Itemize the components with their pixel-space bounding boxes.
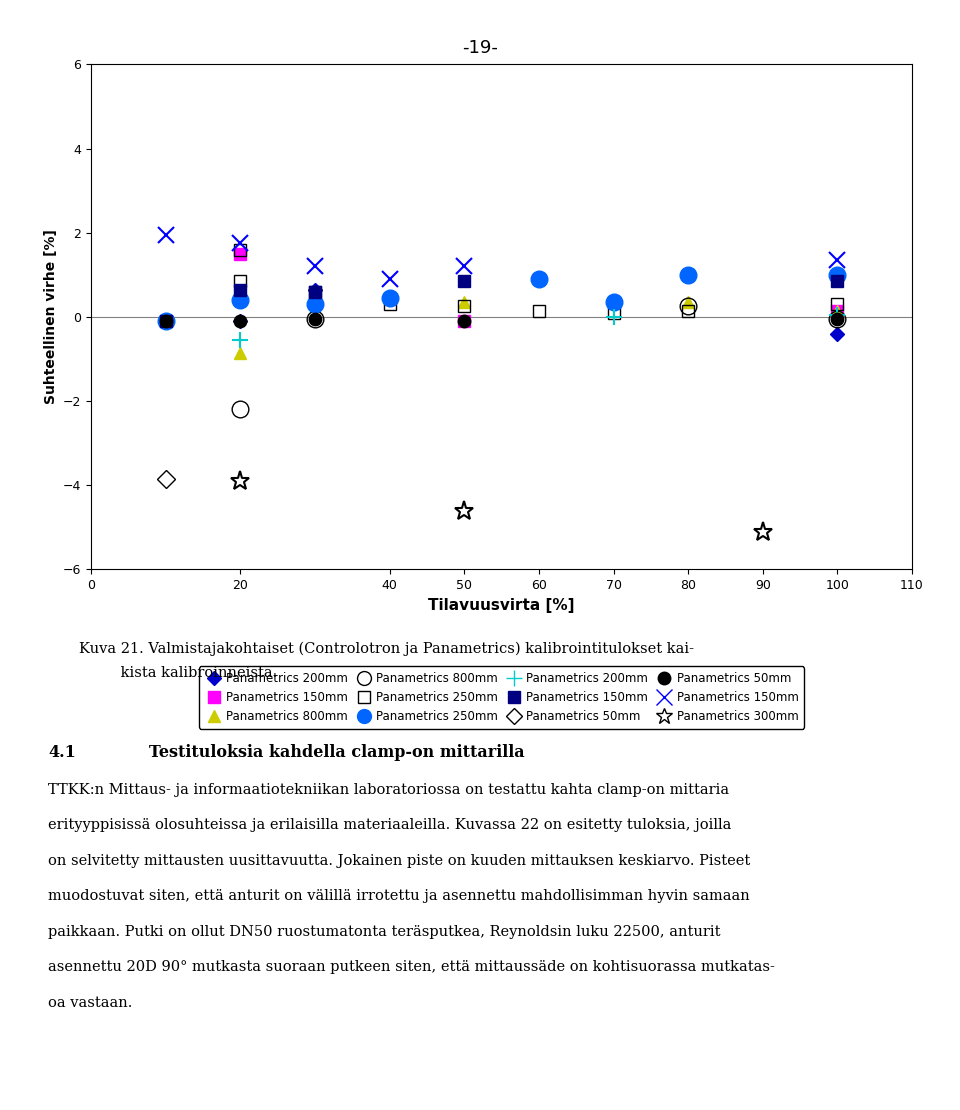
Text: asennettu 20D 90° mutkasta suoraan putkeen siten, että mittaussäde on kohtisuora: asennettu 20D 90° mutkasta suoraan putke…: [48, 960, 775, 975]
Text: on selvitetty mittausten uusittavuutta. Jokainen piste on kuuden mittauksen kesk: on selvitetty mittausten uusittavuutta. …: [48, 854, 751, 868]
Text: muodostuvat siten, että anturit on välillä irrotettu ja asennettu mahdollisimman: muodostuvat siten, että anturit on välil…: [48, 889, 750, 904]
X-axis label: Tilavuusvirta [%]: Tilavuusvirta [%]: [428, 597, 575, 613]
Text: paikkaan. Putki on ollut DN50 ruostumatonta teräsputkea, Reynoldsin luku 22500, : paikkaan. Putki on ollut DN50 ruostumato…: [48, 925, 721, 939]
Text: oa vastaan.: oa vastaan.: [48, 996, 132, 1010]
Text: Testituloksia kahdella clamp-on mittarilla: Testituloksia kahdella clamp-on mittaril…: [149, 744, 524, 760]
Legend: Panametrics 200mm, Panametrics 150mm, Panametrics 800mm, Panametrics 800mm, Pana: Panametrics 200mm, Panametrics 150mm, Pa…: [199, 666, 804, 729]
Text: kista kalibroinneista.: kista kalibroinneista.: [79, 666, 277, 680]
Text: TTKK:n Mittaus- ja informaatiotekniikan laboratoriossa on testattu kahta clamp-o: TTKK:n Mittaus- ja informaatiotekniikan …: [48, 783, 730, 797]
Text: 4.1: 4.1: [48, 744, 76, 760]
Text: -19-: -19-: [462, 39, 498, 57]
Text: Kuva 21. Valmistajakohtaiset (Controlotron ja Panametrics) kalibrointitulokset k: Kuva 21. Valmistajakohtaiset (Controlotr…: [79, 642, 694, 656]
Text: erityyppisissä olosuhteissa ja erilaisilla materiaaleilla. Kuvassa 22 on esitett: erityyppisissä olosuhteissa ja erilaisil…: [48, 818, 732, 832]
Y-axis label: Suhteellinen virhe [%]: Suhteellinen virhe [%]: [43, 230, 58, 404]
